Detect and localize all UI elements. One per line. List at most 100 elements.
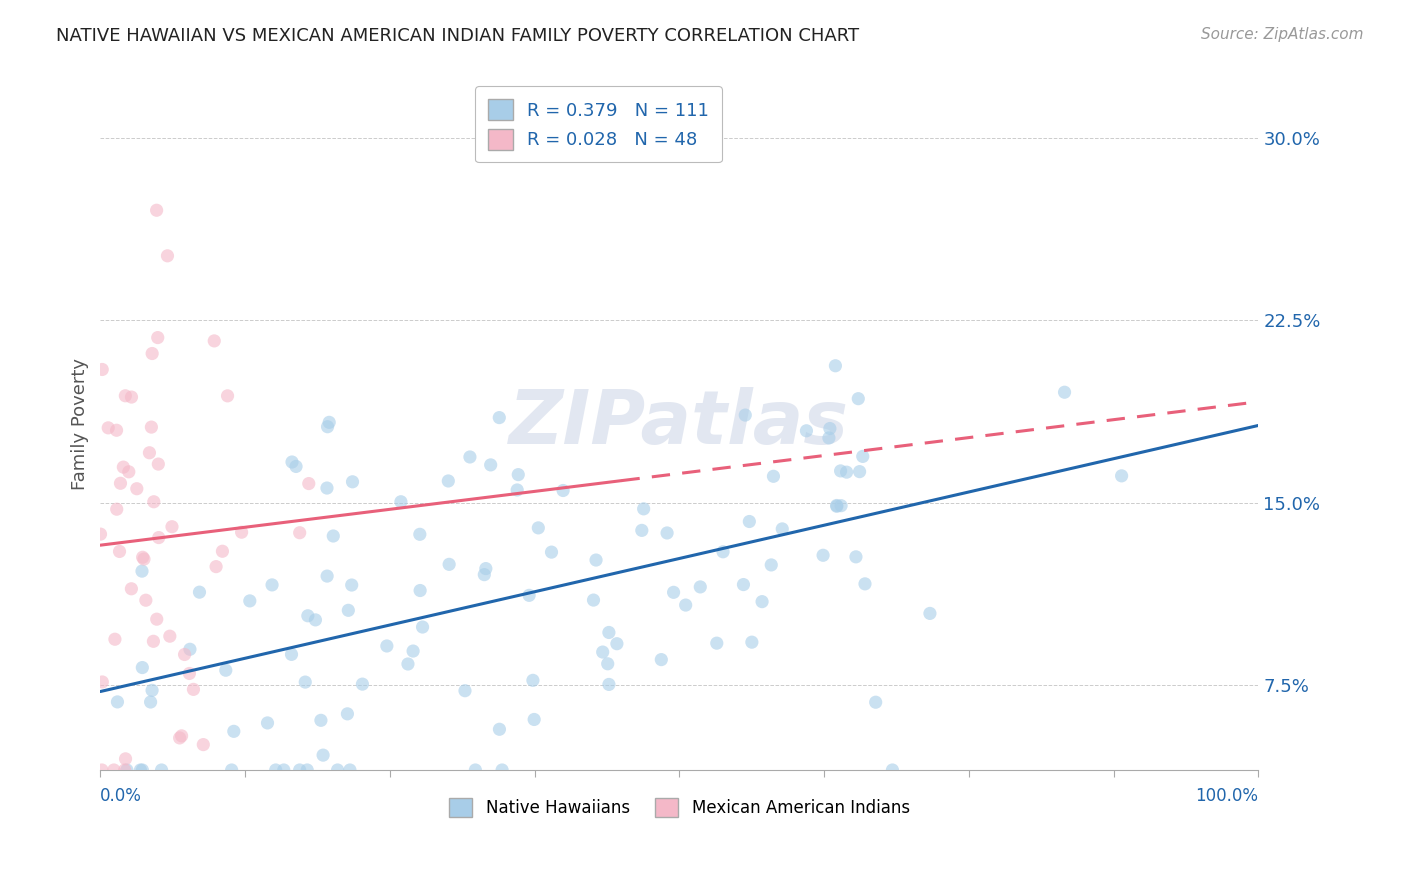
Point [585,553,607,567]
Point [193,738,215,752]
Point [91,362,114,376]
Point [90,763,112,777]
Point [131,660,153,674]
Point [231,525,253,540]
Point [322,529,344,543]
Point [114,389,136,403]
Point [491,763,513,777]
Text: Source: ZipAtlas.com: Source: ZipAtlas.com [1201,27,1364,42]
Point [139,695,162,709]
Y-axis label: Family Poverty: Family Poverty [72,358,89,490]
Point [217,389,239,403]
Text: 0.0%: 0.0% [100,787,142,805]
Point [142,634,165,648]
Point [145,203,167,218]
Point [150,763,173,777]
Point [409,527,432,541]
Point [121,390,143,404]
Point [202,334,225,348]
Point [853,577,876,591]
Point [825,500,848,514]
Point [918,607,941,621]
Point [527,521,550,535]
Point [517,588,540,602]
Point [882,763,904,777]
Point [97,421,120,435]
Point [104,632,127,647]
Point [596,657,619,671]
Point [169,731,191,745]
Point [183,682,205,697]
Point [852,450,875,464]
Point [145,612,167,626]
Point [342,475,364,489]
Point [148,457,170,471]
Point [472,567,495,582]
Point [551,483,574,498]
Point [112,460,135,475]
Point [761,558,783,572]
Point [734,408,756,422]
Point [211,544,233,558]
Point [318,415,340,429]
Point [336,706,359,721]
Point [215,663,238,677]
Point [91,675,114,690]
Point [389,495,412,509]
Point [522,673,544,688]
Point [120,582,142,596]
Point [135,593,157,607]
Point [454,683,477,698]
Point [689,580,711,594]
Point [402,644,425,658]
Point [830,499,852,513]
Point [375,639,398,653]
Point [1053,385,1076,400]
Point [179,642,201,657]
Point [633,501,655,516]
Point [170,729,193,743]
Point [312,748,335,763]
Point [262,578,284,592]
Point [488,410,510,425]
Point [221,763,243,777]
Point [89,527,111,541]
Point [110,476,132,491]
Point [256,715,278,730]
Point [239,594,262,608]
Point [825,499,848,513]
Point [865,695,887,709]
Point [125,482,148,496]
Point [458,450,481,464]
Point [412,620,434,634]
Point [796,424,818,438]
Point [273,763,295,777]
Point [105,502,128,516]
Point [146,330,169,344]
Point [818,431,841,445]
Point [396,657,419,671]
Point [205,559,228,574]
Point [159,629,181,643]
Point [105,423,128,437]
Point [655,526,678,541]
Point [340,578,363,592]
Point [304,613,326,627]
Point [675,598,697,612]
Point [846,392,869,406]
Point [131,564,153,578]
Point [160,519,183,533]
Point [156,249,179,263]
Point [630,524,652,538]
Point [294,675,316,690]
Point [309,714,332,728]
Point [508,467,530,482]
Point [818,421,841,435]
Point [298,476,321,491]
Legend: Native Hawaiians, Mexican American Indians: Native Hawaiians, Mexican American India… [443,791,917,824]
Point [662,585,685,599]
Point [326,763,349,777]
Point [352,677,374,691]
Point [297,608,319,623]
Point [114,752,136,766]
